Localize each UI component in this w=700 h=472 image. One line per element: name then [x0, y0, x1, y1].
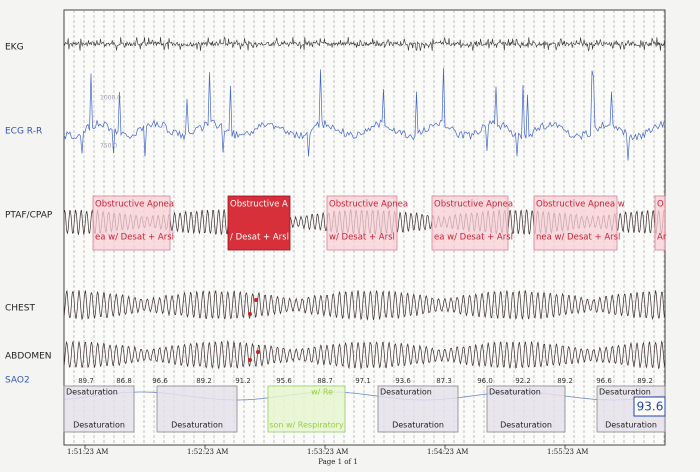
sao2-value: 89.2 — [637, 377, 653, 385]
marker — [248, 312, 252, 316]
marker — [256, 350, 260, 354]
time-label: 1:55:23 AM — [547, 448, 588, 456]
event-box — [227, 195, 291, 251]
event-label: Obstructive Apnea w — [536, 200, 625, 210]
sao2-value: 89.2 — [557, 377, 573, 385]
time-label: 1:54:23 AM — [427, 448, 468, 456]
event-label: O — [657, 200, 664, 210]
sao2-value: 97.1 — [355, 377, 371, 385]
sao2-value: 87.3 — [436, 377, 452, 385]
ekg-wave — [63, 36, 665, 52]
sao2-value: 91.2 — [235, 377, 251, 385]
time-label: 1:52:23 AM — [187, 448, 228, 456]
sao2-event-box — [63, 385, 135, 433]
sao2-event-label: Desaturation — [500, 421, 552, 430]
sao2-event-label: son w/ Respiratory — [269, 421, 344, 430]
channel-label: PTAF/CPAP — [5, 211, 53, 221]
sao2-value: 92.2 — [515, 377, 531, 385]
sao2-event-box — [267, 385, 346, 433]
sao2-value: 86.8 — [116, 377, 132, 385]
sao2-value: 88.7 — [317, 377, 333, 385]
scale-label: 750.0 — [100, 143, 117, 150]
sao2-value: 96.6 — [152, 377, 168, 385]
event-box — [533, 195, 618, 251]
sao2-event-label: Desaturation — [73, 421, 125, 430]
event-label: / Desat + Arsl — [230, 233, 289, 243]
event-label: Obstructive A — [230, 200, 288, 210]
sao2-value: 96.0 — [477, 377, 493, 385]
footer: Page 1 of 1 — [318, 458, 358, 466]
sao2-event-label: Desaturation — [380, 388, 432, 397]
event-box — [654, 195, 666, 251]
sao2-value: 96.6 — [596, 377, 612, 385]
marker — [248, 358, 252, 362]
event-label: Obstructive Apnea — [95, 200, 174, 210]
current-value: 93.6 — [637, 400, 664, 414]
sao2-value: 93.6 — [395, 377, 411, 385]
event-box — [92, 195, 171, 251]
event-label: ea w/ Desat + Arsl — [434, 233, 513, 243]
sao2-event-box — [377, 385, 459, 433]
event-label: Obstructive Apnea — [329, 200, 408, 210]
event-label: ea w/ Desat + Arsl — [95, 233, 174, 243]
current-value-box — [633, 396, 666, 417]
sao2-event-label: Desaturation — [599, 388, 651, 397]
sao2-value: 89.2 — [196, 377, 212, 385]
sao2-value: 89.7 — [78, 377, 94, 385]
event-label: w/ Desat + Arsl — [329, 233, 395, 243]
channel-label: EKG — [5, 43, 24, 53]
channel-label: ECG R-R — [5, 127, 42, 137]
ecg-rr-wave — [63, 67, 665, 161]
sao2-event-box — [156, 385, 238, 433]
sao2-event-label: Desaturation — [66, 388, 118, 397]
event-label: Ar — [657, 233, 667, 243]
annotations: EKG ECG R-R PTAF/CPAP CHEST ABDOMEN SAO2 1000.… — [5, 43, 667, 457]
channel-label: CHEST — [5, 304, 35, 314]
sao2-event-label: Desaturation — [489, 388, 541, 397]
chest-wave — [63, 289, 665, 321]
sao2-event-label: w/ Re — [311, 388, 333, 397]
scale-label: 1000.0 — [100, 95, 121, 102]
time-label: 1:53:23 AM — [307, 448, 348, 456]
sao2-event-label: Desaturation — [392, 421, 444, 430]
event-label: nea w/ Desat + Arsl — [536, 233, 620, 243]
sao2-event-box — [486, 385, 566, 433]
channel-label: ABDOMEN — [5, 352, 52, 362]
event-box — [326, 195, 398, 251]
event-label: Obstructive Apnea — [434, 200, 513, 210]
sao2-value: 95.6 — [276, 377, 292, 385]
abdomen-wave — [63, 339, 665, 370]
event-box — [431, 195, 509, 251]
time-label: 1:51:23 AM — [67, 448, 108, 456]
marker — [254, 298, 258, 302]
sao2-event-label: Desaturation — [171, 421, 223, 430]
sao2-event-label: Desaturation — [605, 421, 657, 430]
channel-label: SAO2 — [5, 376, 30, 386]
